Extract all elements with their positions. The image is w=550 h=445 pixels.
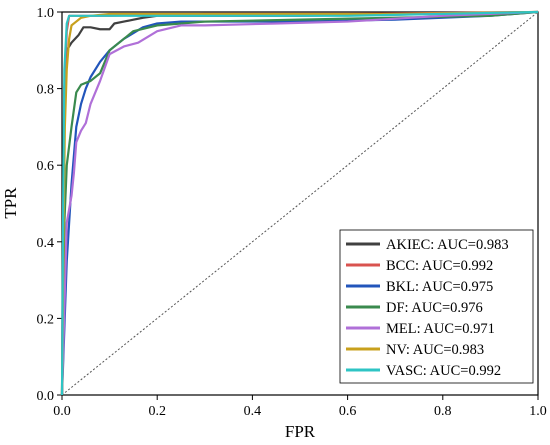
series-line-7 [60,10,539,396]
series-line-6 [60,10,539,396]
x-tick-label: 1.0 [529,404,547,419]
y-tick-label: 0.6 [37,159,55,174]
legend-label: DF: AUC=0.976 [386,300,483,316]
x-axis-ticks: 0.0 0.2 0.4 0.6 0.8 1.0 [53,395,547,419]
series-lines [60,10,539,396]
x-tick-label: 0.0 [53,404,71,419]
legend: AKIEC: AUC=0.983 BCC: AUC=0.992 BKL: AUC=0… [339,229,534,384]
y-tick-label: 0.0 [37,389,55,404]
y-tick-label: 1.0 [37,6,55,21]
legend-label: VASC: AUC=0.992 [386,363,501,379]
diagonal-reference-line [61,11,539,396]
legend-label: BCC: AUC=0.992 [386,258,493,274]
y-tick-label: 0.4 [37,236,55,251]
y-tick-label: 0.2 [37,312,55,327]
legend-label: AKIEC: AUC=0.983 [386,237,509,253]
series-line-5 [60,10,539,396]
legend-label: NV: AUC=0.983 [386,342,484,358]
plot-frame [61,11,539,396]
series-line-4 [60,10,539,396]
legend-label: BKL: AUC=0.975 [386,279,493,295]
y-tick-label: 0.8 [37,83,55,98]
x-tick-label: 0.6 [339,404,357,419]
x-tick-label: 0.4 [244,404,262,419]
legend-label: MEL: AUC=0.971 [386,321,495,337]
x-tick-label: 0.8 [434,404,452,419]
x-tick-label: 0.2 [148,404,166,419]
x-axis-title: FPR [285,422,316,441]
y-axis-ticks: 0.0 0.2 0.4 0.6 0.8 1.0 [37,6,62,404]
y-axis-title: TPR [1,187,20,219]
